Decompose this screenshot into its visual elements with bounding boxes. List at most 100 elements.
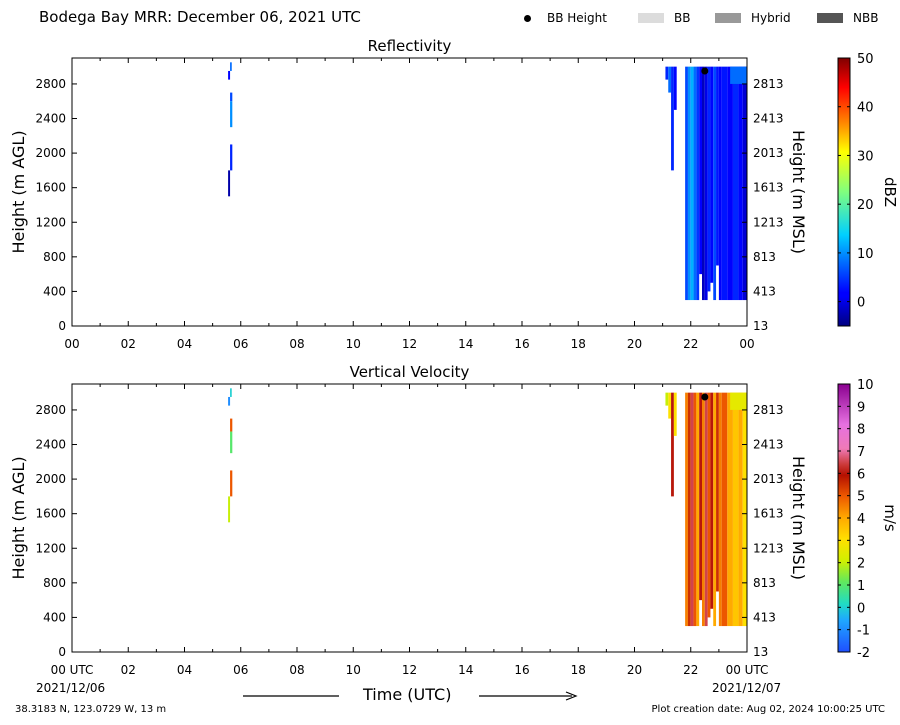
data-cell <box>665 66 669 80</box>
y-tick-label: 2000 <box>35 472 66 486</box>
y-right-tick-label: 813 <box>753 576 776 590</box>
colorbar-tick-label: 0 <box>857 601 865 616</box>
y-right-tick-label: 2813 <box>753 77 784 91</box>
y-tick-label: 2000 <box>35 146 66 160</box>
y-tick-label: 400 <box>43 284 66 298</box>
y-right-tick-label: 2013 <box>753 472 784 486</box>
data-cell <box>685 392 688 627</box>
y-axis-label-msl: Height (m MSL) <box>789 130 808 254</box>
colorbar-tick-label: 8 <box>857 423 865 438</box>
legend-item-hybrid: Hybrid <box>715 11 791 25</box>
data-cell <box>702 392 705 627</box>
data-cell <box>673 66 677 110</box>
colorbar-tick-label: 9 <box>857 400 865 415</box>
legend-item-nbb: NBB <box>817 11 878 25</box>
data-cell <box>713 66 717 301</box>
x-tick-label: 00 <box>739 337 754 351</box>
figure-title: Bodega Bay MRR: December 06, 2021 UTC <box>39 8 361 26</box>
y-axis-label-agl: Height (m AGL) <box>9 130 28 253</box>
x-tick-label: 16 <box>514 663 529 677</box>
y-right-tick-label: 1213 <box>753 541 784 555</box>
data-cell <box>721 392 728 627</box>
data-cell <box>228 70 231 80</box>
data-cell <box>699 392 702 601</box>
y-tick-label: 1600 <box>35 181 66 195</box>
colorbar-label: m/s <box>881 504 899 532</box>
panel-title-reflectivity: Reflectivity <box>368 37 452 55</box>
x-tick-label: 06 <box>233 663 248 677</box>
header-legend: BB Height BB Hybrid NBB <box>520 11 895 27</box>
colorbar-tick-label: 50 <box>857 52 874 67</box>
start-date: 2021/12/06 <box>36 681 106 695</box>
x-tick-label: 14 <box>458 663 473 677</box>
data-cell <box>730 66 747 84</box>
colorbar-tick-label: 1 <box>857 579 865 594</box>
colorbar-tick-label: 4 <box>857 512 865 527</box>
data-cell <box>699 66 702 275</box>
colorbar-tick-label: 30 <box>857 149 874 164</box>
data-cell <box>685 66 688 301</box>
data-cell <box>668 392 672 419</box>
y-tick-label: 1600 <box>35 507 66 521</box>
data-cell <box>230 418 233 432</box>
panel-title-velocity: Vertical Velocity <box>350 363 470 381</box>
data-cell <box>671 392 674 497</box>
colorbar-tick-label: -2 <box>857 646 870 661</box>
data-cell <box>228 396 231 406</box>
data-cell <box>673 392 677 436</box>
y-tick-label: 2400 <box>35 112 66 126</box>
data-cell <box>687 392 691 627</box>
bb-height-marker <box>701 67 709 75</box>
data-cell <box>713 392 717 627</box>
y-right-tick-label: 1613 <box>753 507 784 521</box>
x-tick-label: 10 <box>346 663 361 677</box>
y-tick-label: 1200 <box>35 541 66 555</box>
bb-height-marker-icon <box>524 14 531 22</box>
colorbar-tick-label: 0 <box>857 296 865 311</box>
bb-height-marker <box>701 393 709 401</box>
legend-item-bb: BB <box>638 11 690 25</box>
x-tick-label: 00 <box>64 337 79 351</box>
data-cell <box>230 92 233 102</box>
data-cell <box>718 66 722 301</box>
x-tick-label: 08 <box>289 337 304 351</box>
x-tick-label: 20 <box>627 663 642 677</box>
x-tick-label: 12 <box>402 337 417 351</box>
y-right-tick-label: 2413 <box>753 112 784 126</box>
data-cell <box>230 431 233 454</box>
legend-label: Hybrid <box>751 11 791 25</box>
data-cell <box>704 392 708 627</box>
x-tick-label: 22 <box>683 337 698 351</box>
colorbar-tick-label: 20 <box>857 198 874 213</box>
data-cell <box>671 66 674 171</box>
legend-swatch <box>638 13 664 23</box>
data-cell <box>716 392 719 592</box>
colorbar-tick-label: 10 <box>857 378 874 393</box>
data-cell <box>738 392 743 627</box>
x-tick-label: 00 UTC <box>51 663 94 677</box>
data-cell <box>690 66 694 301</box>
x-tick-label: 04 <box>177 337 192 351</box>
colorbar-tick-label: 2 <box>857 557 865 572</box>
x-tick-label: 08 <box>289 663 304 677</box>
y-tick-label: 2800 <box>35 403 66 417</box>
data-cell <box>668 66 672 93</box>
x-tick-label: 22 <box>683 663 698 677</box>
y-right-tick-label: 2813 <box>753 403 784 417</box>
data-cell <box>665 392 669 406</box>
y-right-tick-label: 1213 <box>753 215 784 229</box>
x-tick-label: 10 <box>346 337 361 351</box>
plot-creation-date: Plot creation date: Aug 02, 2024 10:00:2… <box>651 704 885 715</box>
x-tick-label: 16 <box>514 337 529 351</box>
data-cell <box>696 66 700 301</box>
colorbar-tick-label: 5 <box>857 490 865 505</box>
data-cell <box>707 66 711 292</box>
data-cell <box>707 392 711 618</box>
x-tick-label: 14 <box>458 337 473 351</box>
y-tick-label: 0 <box>58 645 66 659</box>
colorbar-tick-label: 10 <box>857 247 874 262</box>
y-tick-label: 1200 <box>35 215 66 229</box>
data-cell <box>716 66 719 266</box>
time-arrow-head-icon <box>565 691 578 701</box>
